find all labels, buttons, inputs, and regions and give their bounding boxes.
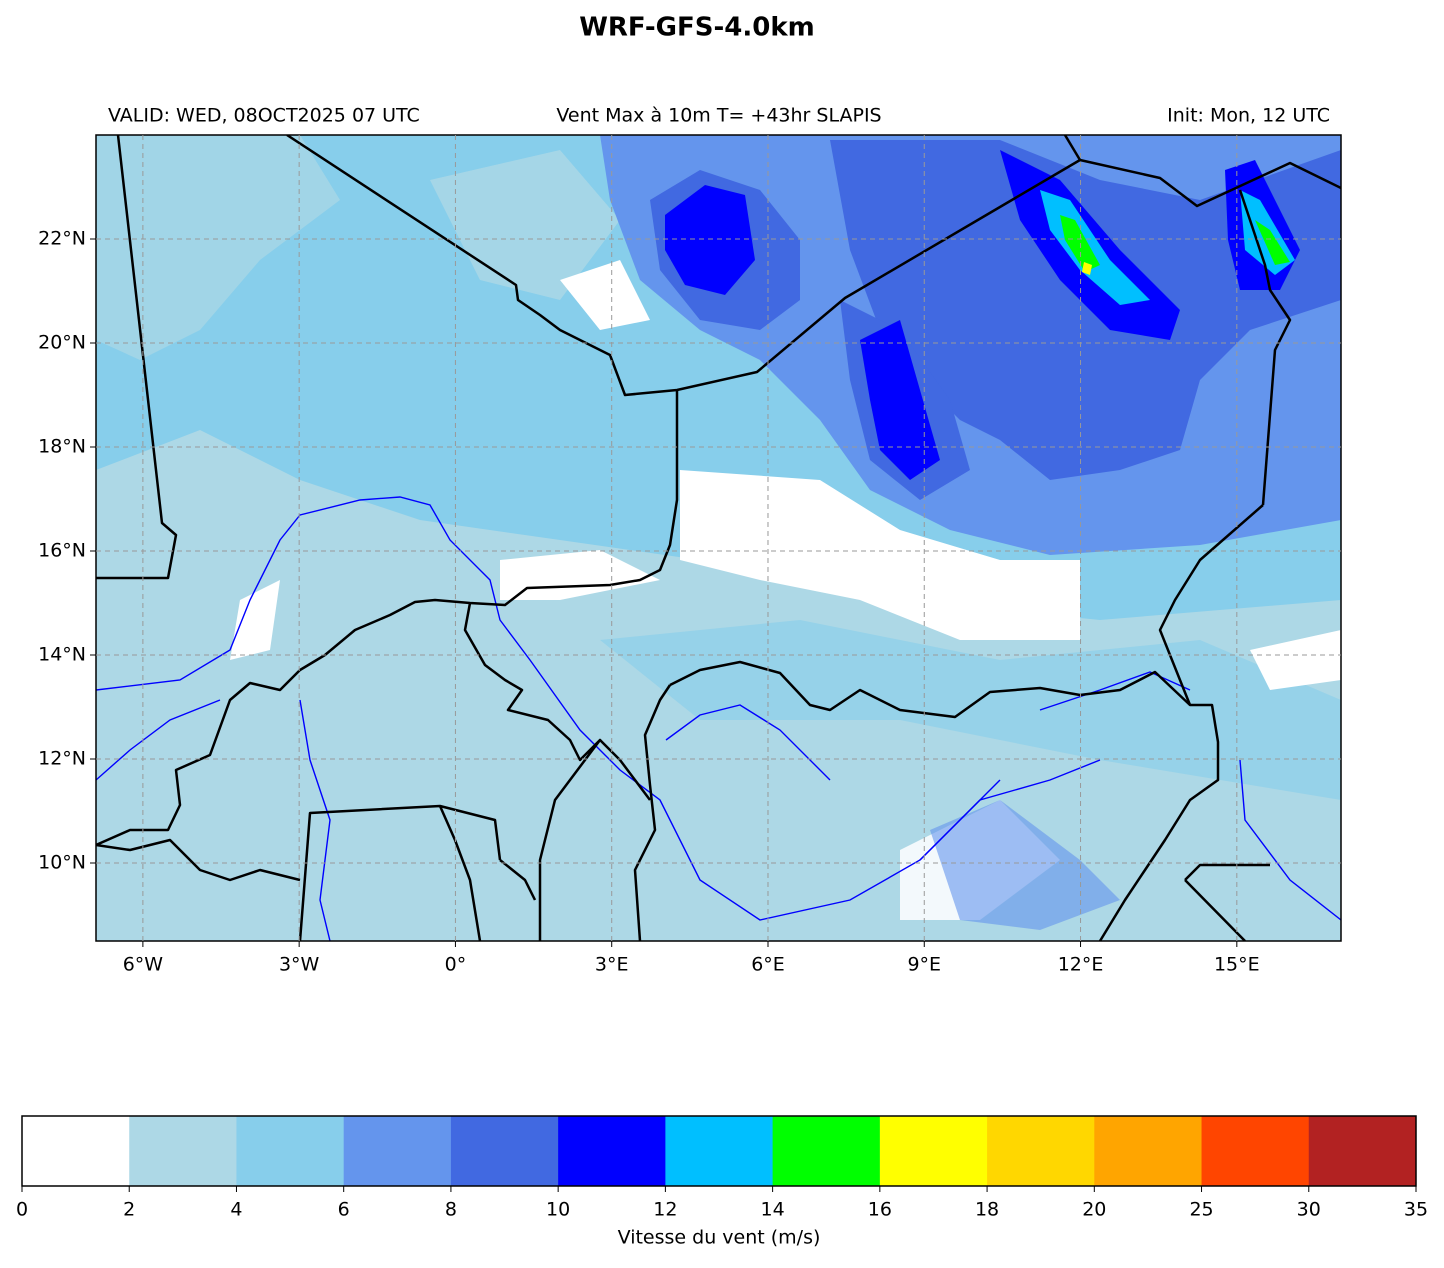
colorbar-segment <box>450 1116 559 1186</box>
x-tick-label: 12°E <box>1058 954 1104 976</box>
x-tick-label: 0° <box>445 954 467 976</box>
colorbar-segment <box>772 1116 881 1186</box>
colorbar-tick-label: 8 <box>445 1199 457 1221</box>
colorbar-segment <box>987 1116 1095 1186</box>
x-tick-label: 3°W <box>279 954 320 976</box>
subtitle-left: VALID: WED, 08OCT2025 07 UTC <box>108 105 420 127</box>
colorbar-segment <box>1094 1116 1203 1186</box>
subtitle-right: Init: Mon, 12 UTC <box>1167 105 1330 127</box>
colorbar-segment <box>1201 1116 1310 1186</box>
map-frame <box>95 134 1342 942</box>
y-tick-label: 14°N <box>38 644 86 666</box>
colorbar-segment <box>879 1116 988 1186</box>
colorbar-tick-label: 18 <box>975 1199 999 1221</box>
colorbar-segment <box>22 1116 130 1186</box>
chart-title: WRF-GFS-4.0km <box>579 13 815 43</box>
colorbar-segment <box>665 1116 774 1186</box>
y-tick-label: 18°N <box>38 436 86 458</box>
colorbar-tick-label: 6 <box>338 1199 350 1221</box>
y-tick-label: 22°N <box>38 228 86 250</box>
colorbar-tick-label: 30 <box>1297 1199 1321 1221</box>
x-tick-label: 6°W <box>123 954 164 976</box>
colorbar-tick-label: 12 <box>653 1199 677 1221</box>
colorbar-tick-label: 10 <box>546 1199 570 1221</box>
y-tick-label: 12°N <box>38 748 86 770</box>
colorbar-tick-label: 16 <box>868 1199 892 1221</box>
colorbar-segment <box>1308 1116 1417 1186</box>
x-tick-label: 3°E <box>595 954 629 976</box>
colorbar-tick-label: 14 <box>761 1199 785 1221</box>
map-field <box>96 135 1341 941</box>
x-tick-label: 15°E <box>1214 954 1260 976</box>
colorbar-label: Vitesse du vent (m/s) <box>618 1227 821 1249</box>
colorbar-tick-label: 4 <box>230 1199 242 1221</box>
colorbar-segment <box>343 1116 452 1186</box>
x-tick-label: 9°E <box>907 954 941 976</box>
x-tick-label: 6°E <box>751 954 785 976</box>
colorbar-segment <box>236 1116 345 1186</box>
subtitle-center: Vent Max à 10m T= +43hr SLAPIS <box>556 105 881 127</box>
colorbar-tick-label: 20 <box>1082 1199 1106 1221</box>
colorbar-segment <box>558 1116 666 1186</box>
colorbar-tick-label: 2 <box>123 1199 135 1221</box>
colorbar-tick-label: 25 <box>1189 1199 1213 1221</box>
colorbar-tick-label: 0 <box>16 1199 28 1221</box>
y-tick-label: 20°N <box>38 332 86 354</box>
colorbar-frame <box>21 1115 1417 1187</box>
colorbar-tick-label: 35 <box>1404 1199 1428 1221</box>
y-tick-label: 10°N <box>38 852 86 874</box>
colorbar-segment <box>129 1116 237 1186</box>
y-tick-label: 16°N <box>38 540 86 562</box>
